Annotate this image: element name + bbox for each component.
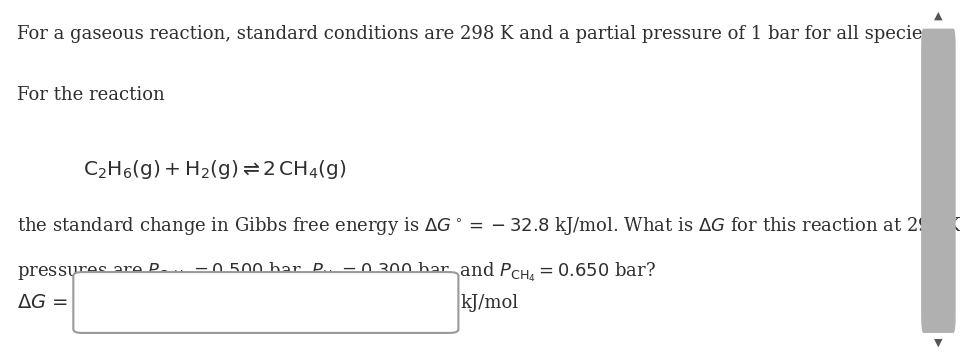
Text: the standard change in Gibbs free energy is $\Delta G^\circ = -32.8$ kJ/mol. Wha: the standard change in Gibbs free energy… [16, 215, 960, 237]
Text: $\mathrm{C_2H_6(g) + H_2(g) \rightleftharpoons 2\,CH_4(g)}$: $\mathrm{C_2H_6(g) + H_2(g) \rightleftha… [83, 158, 346, 180]
Text: ▲: ▲ [934, 11, 943, 21]
Text: kJ/mol: kJ/mol [460, 294, 518, 311]
Text: For a gaseous reaction, standard conditions are 298 K and a partial pressure of : For a gaseous reaction, standard conditi… [16, 25, 937, 43]
Text: $\Delta G$ =: $\Delta G$ = [16, 293, 67, 312]
FancyBboxPatch shape [922, 29, 955, 333]
FancyBboxPatch shape [73, 272, 459, 333]
Text: pressures are $P_{\mathrm{C_2H_6}} = 0.500$ bar, $P_{\mathrm{H_2}} = 0.300$ bar,: pressures are $P_{\mathrm{C_2H_6}} = 0.5… [16, 261, 656, 285]
Text: For the reaction: For the reaction [16, 86, 164, 104]
Text: ▼: ▼ [934, 337, 943, 347]
